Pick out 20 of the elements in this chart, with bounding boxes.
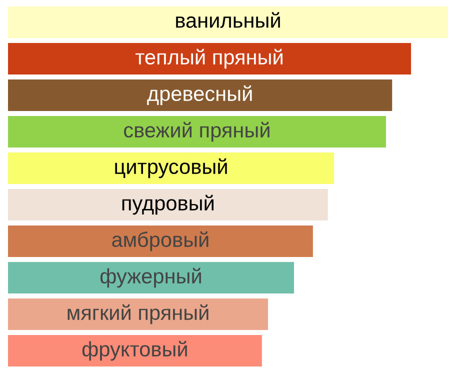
bar: [8, 335, 262, 366]
y-tick-label: фужерный: [100, 268, 201, 288]
y-tick-label: ванильный: [176, 12, 280, 28]
y-tick-label: свежий пряный: [124, 122, 270, 142]
bar: [8, 6, 448, 38]
bar: [8, 298, 268, 330]
y-tick-label: амбровый: [112, 231, 208, 252]
bar: [8, 152, 334, 184]
y-tick-label: теплый пряный: [135, 48, 282, 69]
bar: [8, 226, 313, 257]
bar: [8, 80, 392, 111]
y-tick-label: фруктовый: [82, 340, 187, 361]
y-tick-label: цитрусовый: [115, 158, 227, 178]
y-tick-label: древесный: [147, 85, 252, 106]
bar: [8, 116, 386, 148]
y-tick-label: мягкий пряный: [68, 304, 208, 324]
y-tick-label: пудровый: [122, 194, 214, 215]
bar: [8, 189, 328, 220]
bar: [8, 43, 412, 74]
bar: [8, 262, 294, 294]
